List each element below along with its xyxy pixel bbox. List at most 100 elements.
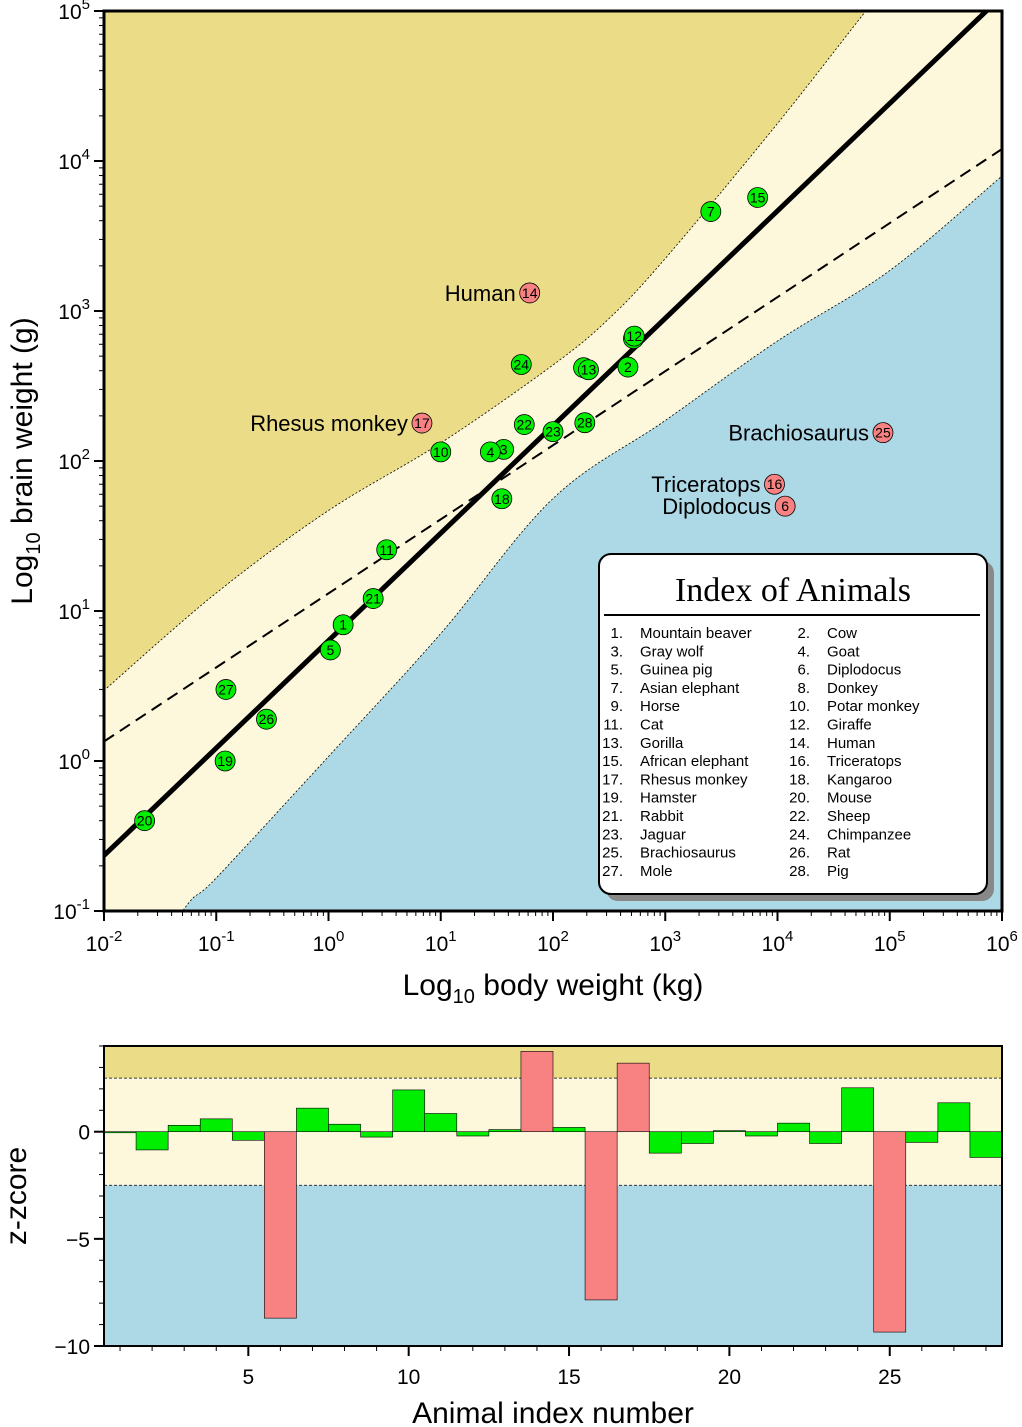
point-12 <box>623 325 645 347</box>
point-label-11: 11 <box>379 542 394 558</box>
x-tick-label: 10-1 <box>198 928 235 956</box>
legend-item-number: 7. <box>610 680 623 697</box>
point-10 <box>430 441 452 463</box>
x-tick-label: 103 <box>649 928 681 956</box>
legend-item-number: 22. <box>789 808 810 825</box>
bar-28 <box>969 1131 1002 1158</box>
bars <box>104 1051 1002 1333</box>
legend: Index of Animals 1. Mountain beaver 2. Cow 3… <box>598 553 994 901</box>
point-19 <box>214 750 236 772</box>
least-squares-line <box>104 148 1002 743</box>
legend-item-name: Cat <box>640 717 664 734</box>
point-label-5: 5 <box>327 642 335 658</box>
point-label-26: 26 <box>259 711 275 727</box>
y-tick-label: 104 <box>58 146 90 174</box>
point-27 <box>215 679 237 700</box>
bar-y-tick-label: −5 <box>66 1229 90 1252</box>
legend-item-name: Potar monkey <box>827 698 920 715</box>
legend-item-name: Gray wolf <box>640 643 704 660</box>
point-16 <box>764 473 785 495</box>
bar-8 <box>328 1123 361 1133</box>
point-label-28: 28 <box>577 415 593 431</box>
legend-item-number: 11. <box>603 717 623 734</box>
point-label-21: 21 <box>365 591 381 607</box>
bar-15 <box>552 1127 586 1133</box>
point-label-13: 13 <box>581 362 597 378</box>
bar-6 <box>264 1131 297 1319</box>
legend-item-number: 12. <box>789 717 810 734</box>
x-tick-label: 104 <box>762 928 794 956</box>
bar-3 <box>167 1124 201 1133</box>
legend-item-number: 10. <box>789 698 810 715</box>
point-18 <box>491 488 513 510</box>
bar-4 <box>199 1118 233 1133</box>
point-label-14: 14 <box>522 285 538 301</box>
y-tick-label: 103 <box>58 296 90 324</box>
point-11 <box>376 539 398 561</box>
bar-x-tick-label: 5 <box>242 1366 254 1389</box>
bar-11 <box>424 1113 458 1133</box>
band-lower-boundary <box>182 175 1002 911</box>
y-tick-label: 102 <box>58 446 90 474</box>
point-label-19: 19 <box>217 753 233 769</box>
legend-item-number: 24. <box>789 826 810 843</box>
bar-16 <box>584 1131 618 1301</box>
data-points: 1234567891011121314151617181920212223242… <box>134 187 894 832</box>
bar-y-tick-label: 0 <box>78 1122 90 1145</box>
y-tick-label: 101 <box>58 596 90 624</box>
legend-item-name: Diplodocus <box>827 662 901 679</box>
point-7 <box>700 201 722 222</box>
legend-item-name: Gorilla <box>640 735 684 752</box>
point-28 <box>574 412 596 434</box>
legend-item-number: 8. <box>797 680 810 697</box>
bar-23 <box>809 1131 842 1144</box>
legend-item-number: 20. <box>789 790 810 807</box>
legend-item-number: 23. <box>602 826 623 843</box>
bar-27 <box>937 1102 971 1133</box>
x-tick-label: 10-2 <box>86 928 123 956</box>
legend-item-number: 16. <box>789 753 810 770</box>
point-22 <box>513 414 535 435</box>
point-label-12: 12 <box>626 328 642 344</box>
scatter-plot: 1234567891011121314151617181920212223242… <box>6 0 1018 1008</box>
legend-item-name: Asian elephant <box>640 680 740 697</box>
legend-item-number: 9. <box>610 698 623 715</box>
bar-7 <box>296 1107 329 1133</box>
y-tick-label: 100 <box>58 746 90 774</box>
legend-item-name: Giraffe <box>827 717 872 734</box>
legend-item-name: Brachiosaurus <box>640 845 736 862</box>
bar-24 <box>841 1087 875 1133</box>
x-tick-label: 106 <box>986 928 1018 956</box>
legend-item-number: 28. <box>789 863 810 880</box>
legend-item-name: Mole <box>640 863 673 880</box>
point-label-20: 20 <box>137 813 153 829</box>
legend-title: Index of Animals <box>675 572 911 609</box>
x-tick-label: 102 <box>537 928 569 956</box>
point-20 <box>134 810 156 832</box>
annotation-rhesus-monkey: Rhesus monkey <box>250 411 408 436</box>
bar-y-tick-label: −10 <box>54 1336 90 1359</box>
bar-1 <box>104 1131 137 1134</box>
bar-lower-region <box>104 1185 1002 1346</box>
point-25 <box>872 422 894 444</box>
bar-22 <box>777 1122 810 1133</box>
legend-item-number: 1. <box>610 625 623 642</box>
legend-item-number: 15. <box>602 753 623 770</box>
legend-item-number: 3. <box>610 643 623 660</box>
legend-item-number: 4. <box>797 643 810 660</box>
annotations: Human Rhesus monkey Brachiosaurus Tricerato… <box>250 281 869 519</box>
legend-item-number: 21. <box>602 808 623 825</box>
annotation-diplodocus: Diplodocus <box>662 494 771 519</box>
y-axis-label: Log10 brain weight (g) <box>6 317 45 604</box>
x-tick-label: 105 <box>874 928 906 956</box>
legend-item-number: 5. <box>610 662 623 679</box>
legend-item-name: Kangaroo <box>827 771 892 788</box>
legend-item-name: Guinea pig <box>640 662 713 679</box>
legend-item-name: Horse <box>640 698 680 715</box>
legend-item-number: 13. <box>602 735 623 752</box>
point-label-16: 16 <box>767 476 783 492</box>
point-21 <box>362 588 384 609</box>
bar-10 <box>392 1089 426 1133</box>
y-tick-label: 105 <box>58 0 90 24</box>
